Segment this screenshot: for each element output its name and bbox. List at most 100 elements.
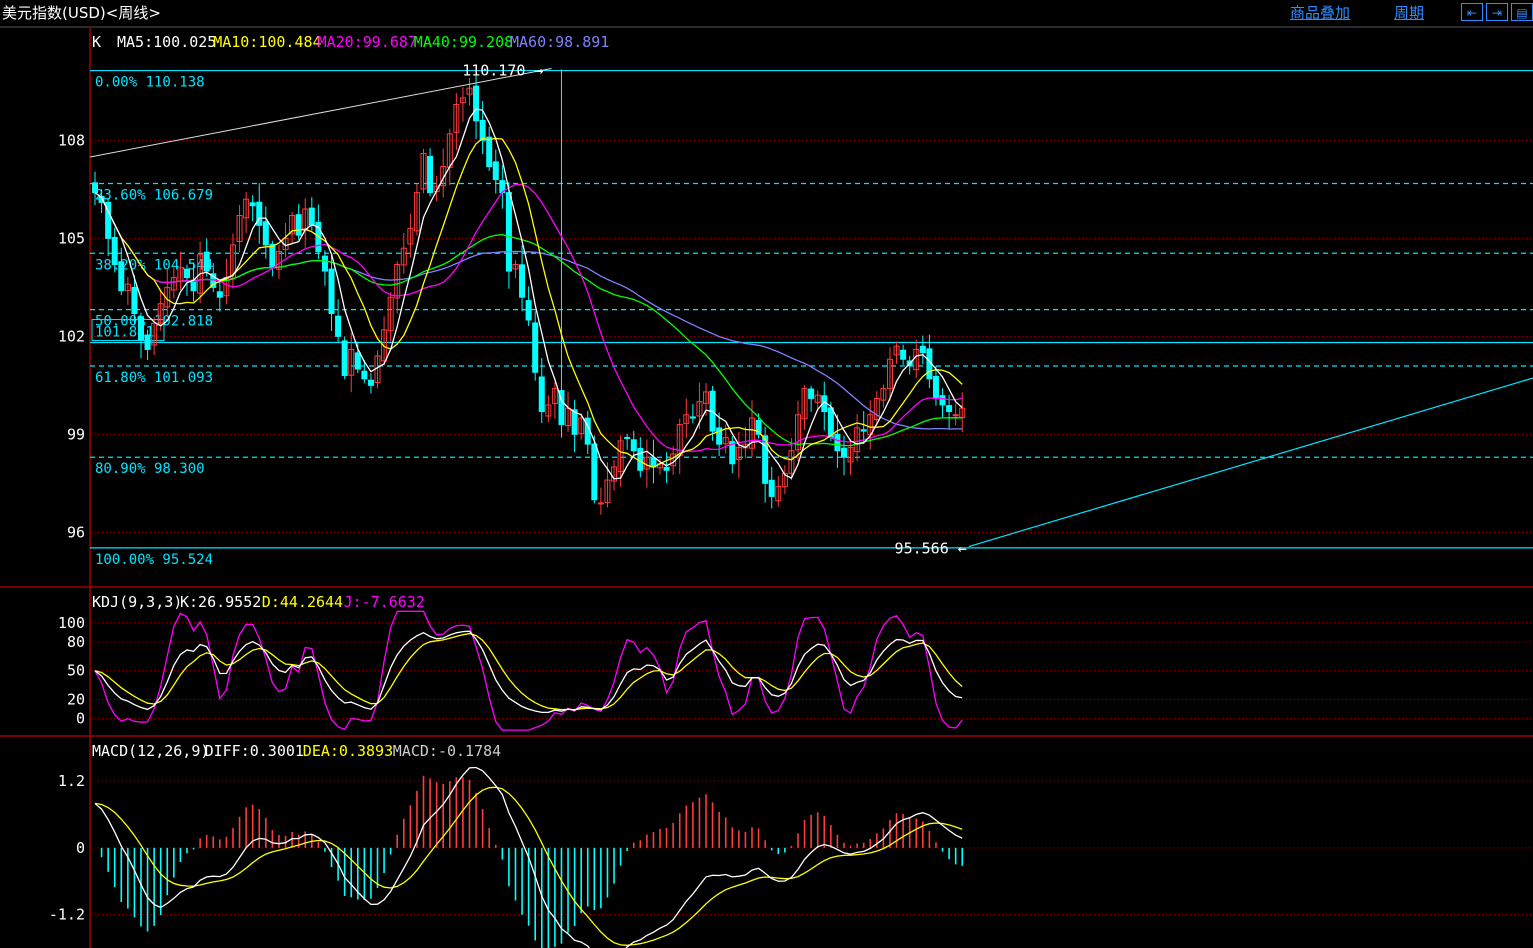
candle-body bbox=[144, 334, 151, 350]
candle-body bbox=[131, 286, 138, 314]
price-legend-prefix: K bbox=[92, 33, 101, 51]
candle-body bbox=[703, 391, 710, 404]
candle-body bbox=[939, 395, 946, 406]
candle-body bbox=[262, 221, 269, 246]
candle-body bbox=[617, 440, 624, 473]
candle-body bbox=[381, 329, 388, 362]
kdj-k-line bbox=[94, 630, 963, 714]
candle-body bbox=[203, 251, 210, 272]
candle-body bbox=[762, 435, 769, 484]
price-hline-box bbox=[91, 319, 165, 342]
ma5-line bbox=[94, 108, 963, 480]
candle-body bbox=[545, 404, 552, 417]
candle-body bbox=[92, 182, 98, 194]
low-price-marker: 95.566 ← bbox=[895, 540, 967, 558]
candle-body bbox=[295, 214, 302, 236]
candle-body bbox=[440, 166, 447, 187]
candle-body bbox=[946, 405, 953, 412]
candle-body bbox=[183, 268, 190, 279]
price-y-tick: 108 bbox=[58, 131, 85, 149]
kdj-y-tick: 50 bbox=[67, 662, 85, 680]
ma40-line bbox=[94, 192, 963, 447]
candle-body bbox=[893, 345, 900, 356]
candle-body bbox=[696, 401, 703, 417]
kdj-d-line bbox=[94, 632, 963, 711]
candle-body bbox=[413, 192, 420, 232]
nav-right-icon[interactable]: ⇥ bbox=[1486, 3, 1508, 21]
macd-diff-line bbox=[94, 766, 963, 948]
price-legend-item: MA40:99.208 bbox=[414, 33, 513, 51]
candle-body bbox=[847, 446, 854, 463]
candle-body bbox=[604, 479, 611, 503]
period-link[interactable]: 周期 bbox=[1394, 4, 1425, 22]
candle-body bbox=[341, 340, 348, 377]
candle-body bbox=[453, 103, 460, 133]
overlay-commodity-link[interactable]: 商品叠加 bbox=[1290, 4, 1351, 22]
macd-legend-item: DIFF:0.3001 bbox=[205, 742, 304, 760]
chart-title: 美元指数(USD)<周线> bbox=[2, 4, 161, 22]
price-legend-item: MA10:100.484 bbox=[213, 33, 321, 51]
fib-level-label: 61.80% 101.093 bbox=[95, 370, 213, 386]
kdj-legend-item: K:26.9552 bbox=[180, 593, 261, 611]
candle-body bbox=[827, 407, 834, 439]
kdj-y-tick: 100 bbox=[58, 614, 85, 632]
candle-body bbox=[400, 247, 407, 266]
candle-body bbox=[473, 85, 480, 122]
support-trendline bbox=[968, 377, 1533, 548]
candle-body bbox=[637, 447, 644, 471]
candle-body bbox=[808, 388, 815, 399]
candle-body bbox=[689, 416, 696, 419]
candle-body bbox=[788, 450, 795, 474]
candle-body bbox=[328, 268, 335, 315]
candle-body bbox=[308, 207, 315, 226]
price-y-tick: 105 bbox=[58, 229, 85, 247]
candle-body bbox=[571, 409, 578, 435]
macd-y-tick: 1.2 bbox=[58, 772, 85, 790]
macd-y-tick: -1.2 bbox=[49, 906, 85, 924]
candle-body bbox=[492, 161, 499, 181]
candle-body bbox=[275, 250, 282, 270]
candle-body bbox=[768, 479, 775, 497]
candle-body bbox=[840, 447, 847, 458]
kdj-y-tick: 80 bbox=[67, 633, 85, 651]
candle-body bbox=[229, 244, 236, 279]
candle-body bbox=[932, 375, 939, 399]
candle-body bbox=[394, 264, 401, 299]
kdj-legend-prefix: KDJ(9,3,3) bbox=[92, 593, 182, 611]
candle-body bbox=[486, 136, 493, 168]
candle-body bbox=[387, 296, 394, 332]
candle-body bbox=[479, 119, 486, 141]
candle-body bbox=[243, 198, 250, 219]
fib-level-label: 38.20% 104.544 bbox=[95, 257, 213, 273]
candle-body bbox=[538, 376, 545, 412]
candle-body bbox=[98, 195, 105, 203]
candle-body bbox=[886, 358, 893, 390]
macd-legend-prefix: MACD(12,26,9) bbox=[92, 742, 209, 760]
candle-body bbox=[900, 349, 907, 360]
candle-body bbox=[236, 215, 243, 243]
candle-body bbox=[151, 322, 158, 346]
upper-trendline bbox=[89, 68, 552, 158]
candle-body bbox=[321, 255, 328, 272]
candle-body bbox=[919, 345, 926, 354]
macd-dea-line bbox=[94, 786, 963, 946]
candle-body bbox=[630, 439, 637, 452]
price-y-tick: 96 bbox=[67, 523, 85, 541]
candle-body bbox=[170, 277, 177, 291]
candle-body bbox=[532, 322, 539, 373]
candle-body bbox=[814, 394, 821, 403]
candle-body bbox=[111, 237, 118, 266]
candle-body bbox=[118, 261, 125, 292]
candle-body bbox=[197, 254, 204, 294]
high-price-marker: 110.170 → bbox=[462, 62, 543, 80]
candle-body bbox=[551, 388, 558, 404]
candle-body bbox=[335, 315, 342, 337]
candle-body bbox=[519, 264, 526, 298]
nav-left-icon[interactable]: ⇤ bbox=[1461, 3, 1483, 21]
price-legend-item: MA20:99.687 bbox=[318, 33, 417, 51]
candle-body bbox=[722, 437, 729, 445]
kdj-y-tick: 0 bbox=[76, 710, 85, 728]
candle-body bbox=[683, 414, 690, 424]
candle-body bbox=[578, 417, 585, 435]
